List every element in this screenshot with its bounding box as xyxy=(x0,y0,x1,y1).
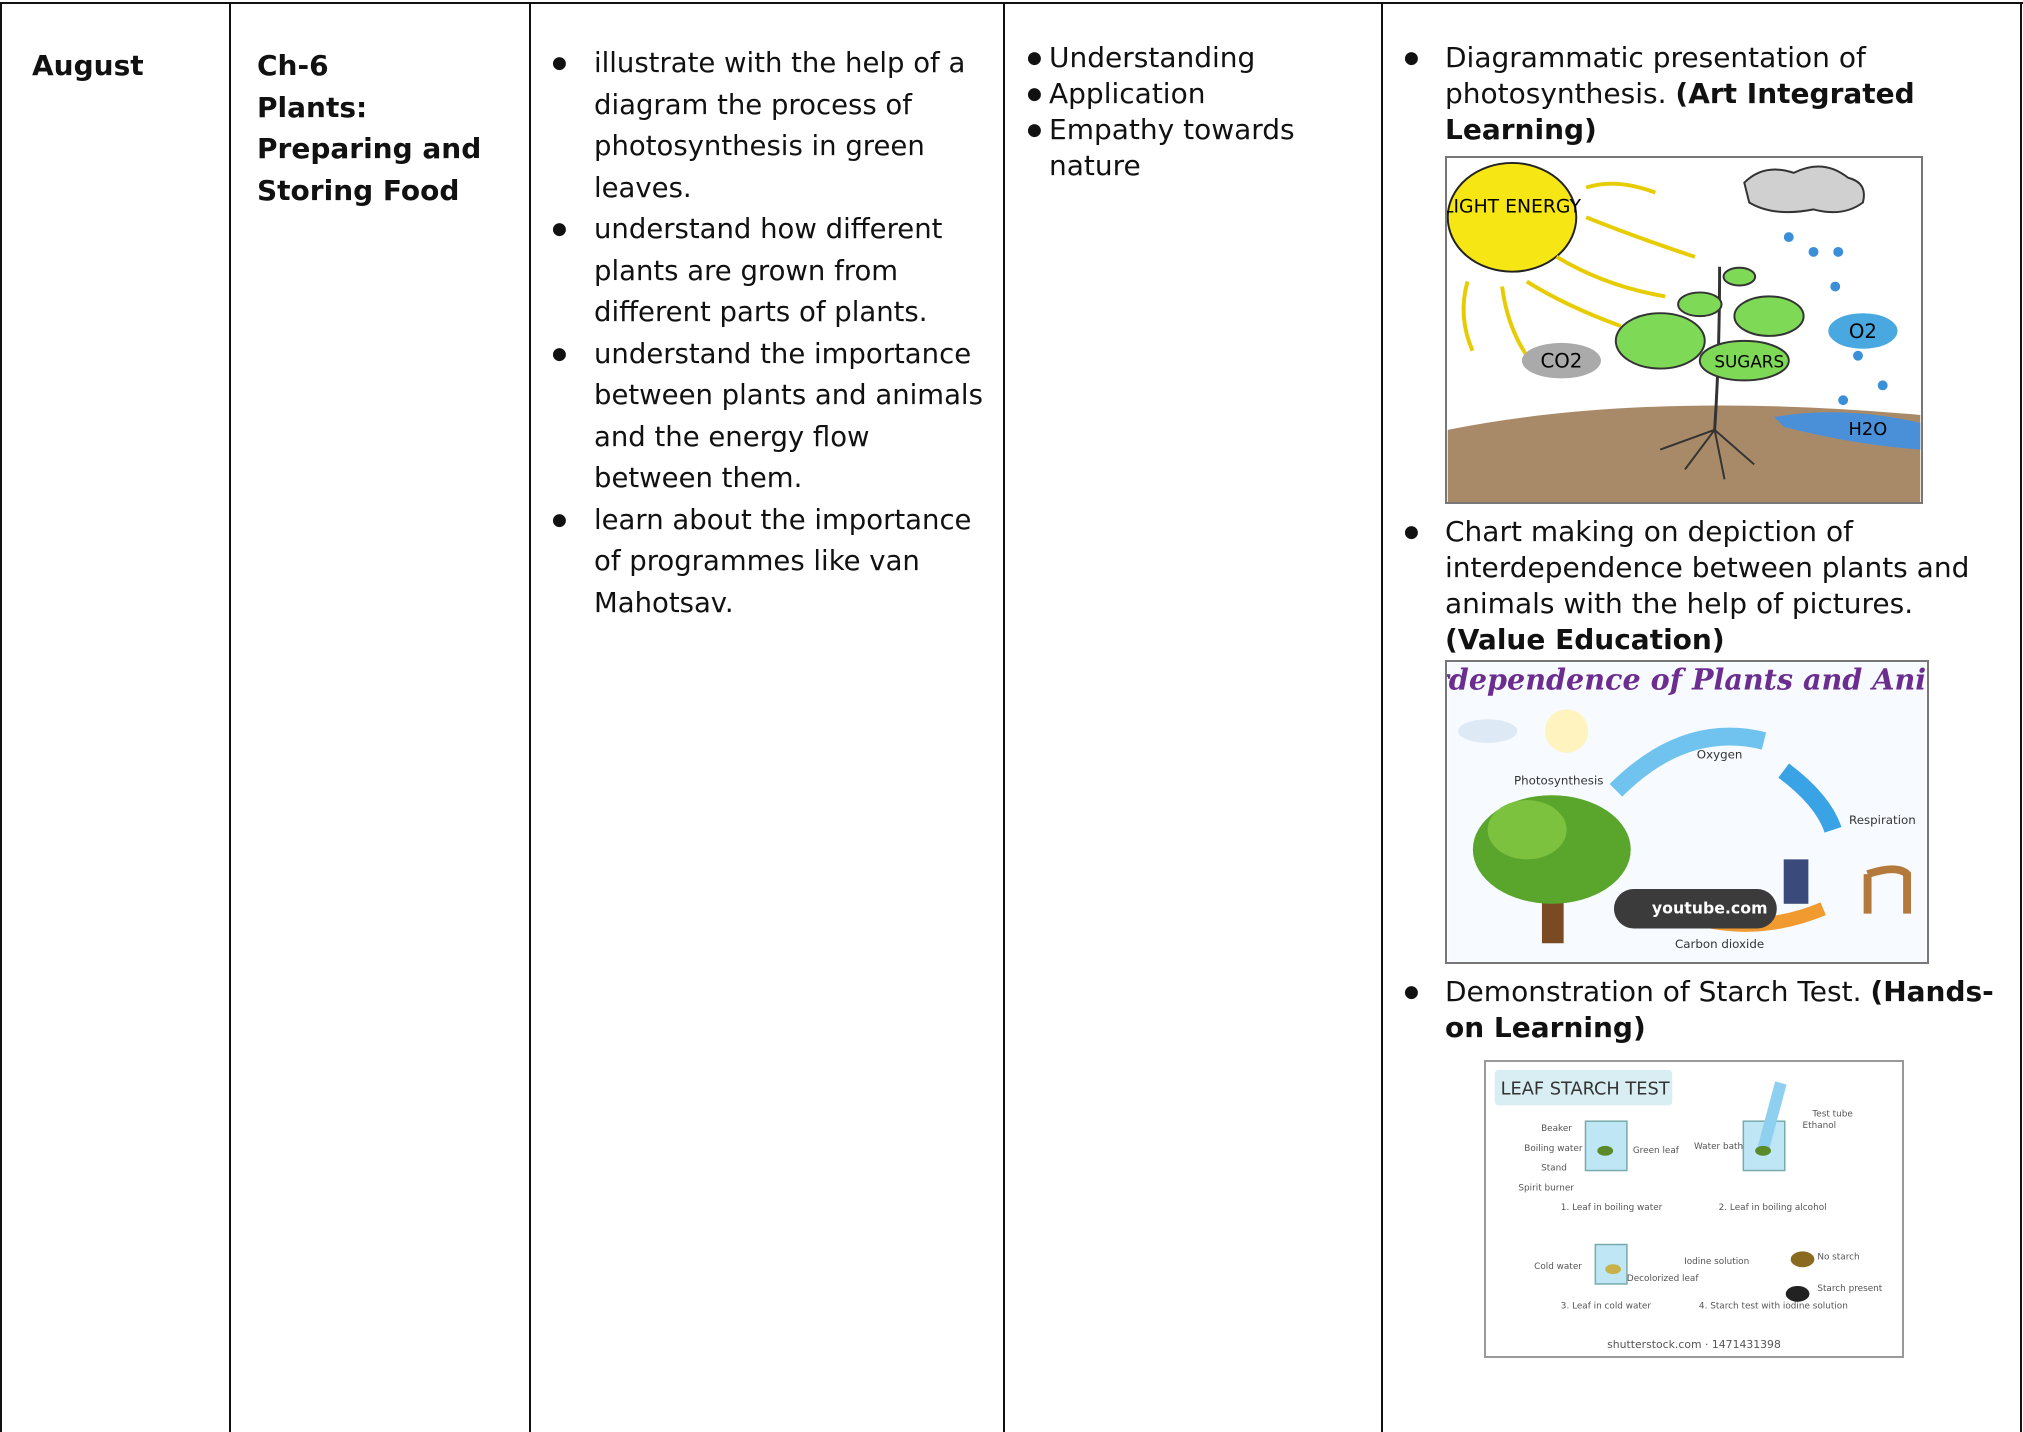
image-label: 4. Starch test with iodine solution xyxy=(1699,1302,1848,1312)
image-label: Beaker xyxy=(1541,1124,1572,1134)
image-label: Ethanol xyxy=(1803,1121,1837,1131)
outcome: understand the importance between plants… xyxy=(532,334,997,500)
activity-tag: (Art Integrated Learning) xyxy=(1445,77,1915,146)
activity: Chart making on depiction of interdepend… xyxy=(1382,514,2018,964)
outcome: illustrate with the help of a diagram th… xyxy=(532,43,997,209)
image-label: Iodine solution xyxy=(1684,1257,1749,1267)
image-label: Respiration xyxy=(1849,813,1916,827)
chapter-title: Plants: Preparing and Storing Food xyxy=(257,90,482,207)
image-label: LIGHT ENERGY xyxy=(1445,196,1581,217)
image-label: Starch present xyxy=(1817,1284,1882,1294)
skills: Understanding Application Empathy toward… xyxy=(1027,40,1357,184)
skill: Empathy towards nature xyxy=(1027,112,1357,184)
image-label: CO2 xyxy=(1540,350,1582,373)
outcome: understand how different plants are grow… xyxy=(532,209,997,334)
activity-text: Diagrammatic presentation of photosynthe… xyxy=(1445,41,1866,110)
image-label: Spirit burner xyxy=(1518,1183,1574,1193)
image-label: O2 xyxy=(1849,320,1877,343)
month: August xyxy=(32,49,144,82)
outcome: learn about the importance of programmes… xyxy=(532,500,997,625)
image-label: Decolorized leaf xyxy=(1627,1274,1699,1284)
image-title: LEAF STARCH TEST xyxy=(1501,1080,1670,1100)
column-border xyxy=(1003,2,1005,1432)
image-label: 1. Leaf in boiling water xyxy=(1561,1203,1663,1213)
image-label: Test tube xyxy=(1811,1109,1852,1119)
activity-tag: (Value Education) xyxy=(1445,623,1725,656)
image-label: Green leaf xyxy=(1633,1146,1680,1156)
image-label: No starch xyxy=(1817,1252,1859,1262)
learning-outcomes: illustrate with the help of a diagram th… xyxy=(532,43,997,624)
activities: Diagrammatic presentation of photosynthe… xyxy=(1382,40,2018,1368)
column-border xyxy=(2020,2,2022,1432)
photosynthesis-image: LIGHT ENERGY CO2 SUGARS O2 H2O xyxy=(1445,156,1923,504)
image-label: Oxygen xyxy=(1697,748,1743,762)
skill: Understanding xyxy=(1027,40,1357,76)
activity-tag: (Hands-on Learning) xyxy=(1445,975,1994,1044)
column-border xyxy=(0,2,2,1432)
chapter-number: Ch-6 xyxy=(257,49,329,82)
image-label: shutterstock.com · 1471431398 xyxy=(1607,1338,1781,1351)
image-label: Water bath xyxy=(1694,1142,1743,1152)
image-label: 2. Leaf in boiling alcohol xyxy=(1719,1203,1827,1213)
image-label: H2O xyxy=(1849,419,1888,440)
image-label: Boiling water xyxy=(1524,1144,1583,1154)
table-top-border xyxy=(0,2,2023,4)
activity-text: Chart making on depiction of interdepend… xyxy=(1445,515,1970,620)
image-title: Interdependence of Plants and Animals xyxy=(1445,663,1929,697)
skill: Application xyxy=(1027,76,1357,112)
image-label: Photosynthesis xyxy=(1514,773,1603,787)
interdependence-image: Interdependence of Plants and Animals Ox… xyxy=(1445,660,1929,964)
image-label: Stand xyxy=(1541,1164,1567,1174)
starch-test-image: LEAF STARCH TEST Beaker Boiling water St… xyxy=(1484,1060,1904,1358)
image-label: SUGARS xyxy=(1714,352,1784,372)
activity-text: Demonstration of Starch Test. xyxy=(1445,975,1862,1008)
activity: Diagrammatic presentation of photosynthe… xyxy=(1382,40,2018,504)
image-label: Cold water xyxy=(1534,1262,1582,1272)
chapter: Ch-6 Plants: Preparing and Storing Food xyxy=(257,45,522,211)
image-label: Carbon dioxide xyxy=(1675,937,1764,951)
image-label: youtube.com xyxy=(1652,899,1768,918)
column-border xyxy=(229,2,231,1432)
activity: Demonstration of Starch Test. (Hands-on … xyxy=(1382,974,2018,1358)
image-label: 3. Leaf in cold water xyxy=(1561,1302,1652,1312)
column-border xyxy=(529,2,531,1432)
